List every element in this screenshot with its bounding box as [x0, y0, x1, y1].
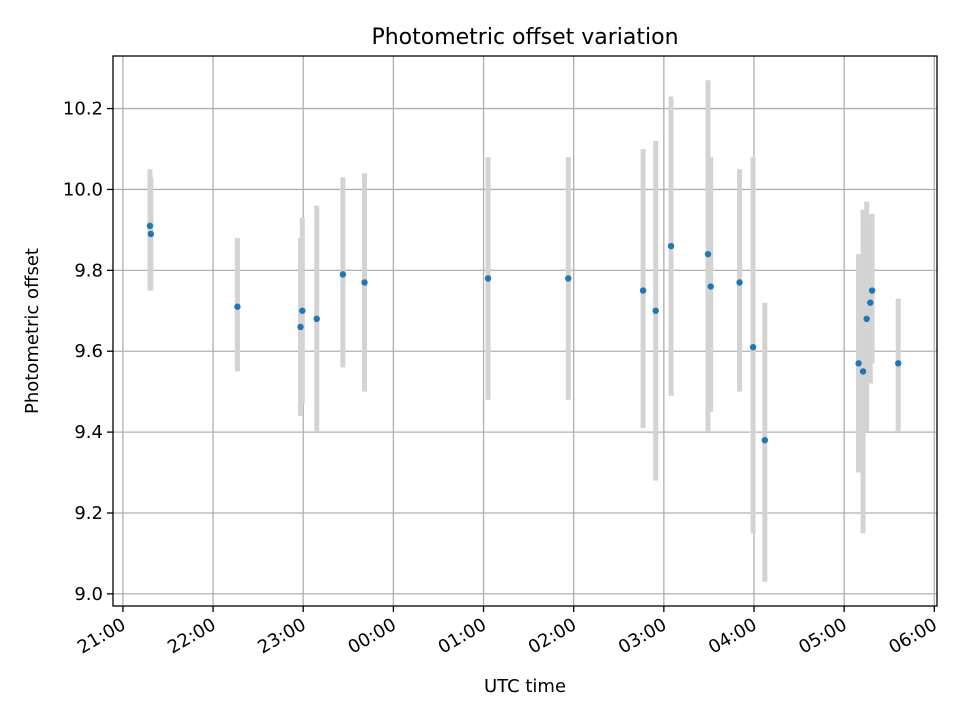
data-point	[704, 250, 712, 258]
data-point	[565, 275, 572, 282]
data-point	[749, 343, 757, 351]
y-tick-label: 10.0	[63, 179, 103, 200]
data-point	[863, 315, 870, 323]
y-tick-label: 9.0	[74, 584, 103, 605]
data-point	[667, 242, 675, 250]
data-point	[299, 307, 306, 314]
data-point	[895, 360, 902, 367]
data-point	[313, 315, 320, 323]
y-tick-label: 9.6	[74, 341, 103, 362]
data-point	[339, 271, 347, 278]
data-point	[736, 279, 743, 286]
data-point	[868, 287, 876, 294]
data-points	[146, 222, 902, 444]
y-tick-label: 9.4	[74, 422, 103, 443]
data-point	[652, 307, 659, 314]
data-point	[146, 222, 154, 230]
data-point	[297, 323, 304, 331]
y-axis: 9.0 9.2 9.4 9.6 9.8 10.0 10.2	[63, 99, 113, 605]
data-point	[234, 303, 241, 310]
x-axis-label: UTC time	[484, 676, 566, 697]
data-point	[147, 230, 155, 238]
plot-area	[113, 56, 937, 606]
y-tick-label: 9.2	[74, 503, 103, 524]
y-axis-label: Photometric offset	[22, 248, 43, 414]
data-point	[639, 287, 647, 294]
data-point	[707, 283, 714, 290]
chart-title: Photometric offset variation	[371, 25, 678, 50]
data-point	[859, 368, 867, 375]
plot-frame	[112, 55, 938, 607]
y-tick-label: 10.2	[63, 99, 103, 120]
y-tick-label: 9.8	[74, 260, 103, 281]
data-point	[867, 299, 874, 306]
data-point	[484, 275, 492, 282]
data-point	[761, 436, 769, 444]
data-point	[361, 279, 368, 286]
data-point	[855, 360, 862, 367]
